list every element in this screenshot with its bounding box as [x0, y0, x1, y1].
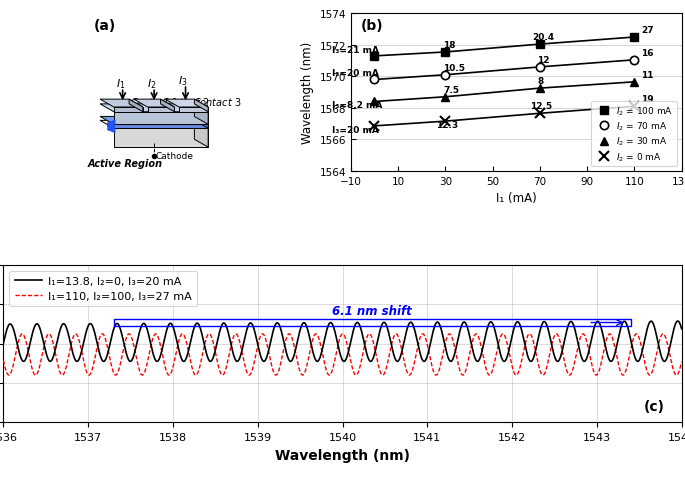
I₁=13.8, I₂=0, I₃=20 mA	[502, 357, 510, 362]
Polygon shape	[179, 108, 208, 112]
Text: 6.1 nm shift: 6.1 nm shift	[332, 304, 412, 317]
Polygon shape	[165, 100, 208, 108]
Polygon shape	[147, 108, 174, 112]
Polygon shape	[100, 121, 208, 129]
Text: 19: 19	[641, 95, 654, 104]
Text: 16: 16	[641, 48, 654, 58]
I₁=13.8, I₂=0, I₃=20 mA	[673, 318, 682, 324]
Text: I₃=20 mA: I₃=20 mA	[332, 69, 379, 78]
Text: 11: 11	[641, 71, 654, 80]
I₁=13.8, I₂=0, I₃=20 mA	[34, 322, 42, 327]
Text: $I_1$: $I_1$	[116, 77, 125, 91]
I₁=13.8, I₂=0, I₃=20 mA	[538, 321, 547, 326]
Bar	[114, 319, 631, 326]
Text: Cathode: Cathode	[155, 152, 194, 161]
Legend: I₁=13.8, I₂=0, I₃=20 mA, I₁=110, I₂=100, I₃=27 mA: I₁=13.8, I₂=0, I₃=20 mA, I₁=110, I₂=100,…	[9, 271, 197, 307]
I₁=110, I₂=100, I₃=27 mA	[502, 338, 510, 344]
I₁=13.8, I₂=0, I₃=20 mA	[401, 336, 409, 342]
Text: 18: 18	[443, 41, 456, 50]
I₁=110, I₂=100, I₃=27 mA	[677, 359, 685, 365]
Legend: $I_2$ = 100 mA, $I_2$ = 70 mA, $I_2$ = 30 mA, $I_2$ = 0 mA: $I_2$ = 100 mA, $I_2$ = 70 mA, $I_2$ = 3…	[591, 102, 677, 167]
I₁=110, I₂=100, I₃=27 mA	[430, 371, 438, 376]
Text: 20.4: 20.4	[533, 33, 555, 42]
Text: 8: 8	[538, 77, 544, 86]
Text: 7.5: 7.5	[443, 85, 459, 95]
Polygon shape	[195, 117, 208, 129]
Text: 27: 27	[641, 26, 654, 35]
Text: Active Region: Active Region	[87, 158, 162, 168]
Text: $I_3$: $I_3$	[178, 74, 188, 88]
Polygon shape	[114, 125, 208, 129]
Text: 12: 12	[538, 56, 550, 65]
I₁=110, I₂=100, I₃=27 mA	[401, 361, 409, 367]
Line: I₁=13.8, I₂=0, I₃=20 mA: I₁=13.8, I₂=0, I₃=20 mA	[3, 321, 682, 361]
I₁=110, I₂=100, I₃=27 mA	[538, 372, 547, 378]
Polygon shape	[100, 105, 208, 112]
Line: I₁=110, I₂=100, I₃=27 mA: I₁=110, I₂=100, I₃=27 mA	[3, 334, 682, 375]
Text: $\mathit{Contact\ 3}$: $\mathit{Contact\ 3}$	[182, 96, 241, 108]
Text: (b): (b)	[361, 19, 384, 33]
X-axis label: Wavelength (nm): Wavelength (nm)	[275, 448, 410, 462]
Polygon shape	[160, 100, 174, 112]
Text: $I_2$: $I_2$	[147, 77, 156, 91]
Polygon shape	[195, 100, 208, 112]
Y-axis label: Wavelength (nm): Wavelength (nm)	[301, 42, 314, 144]
Polygon shape	[134, 100, 174, 108]
Text: 12.3: 12.3	[436, 121, 458, 130]
I₁=110, I₂=100, I₃=27 mA	[165, 372, 173, 378]
Text: $\mathit{Contact\ 2}$: $\mathit{Contact\ 2}$	[151, 96, 210, 108]
I₁=13.8, I₂=0, I₃=20 mA	[245, 322, 253, 327]
Polygon shape	[195, 121, 208, 148]
I₁=110, I₂=100, I₃=27 mA	[245, 372, 253, 378]
X-axis label: I₁ (mA): I₁ (mA)	[496, 192, 536, 204]
Text: I₃=21 mA: I₃=21 mA	[332, 46, 379, 54]
Polygon shape	[100, 100, 143, 108]
I₁=13.8, I₂=0, I₃=20 mA	[430, 324, 438, 330]
I₁=13.8, I₂=0, I₃=20 mA	[677, 326, 685, 332]
Text: I₃=8.2 mA: I₃=8.2 mA	[332, 101, 382, 110]
Polygon shape	[100, 117, 208, 125]
Text: (a): (a)	[93, 19, 116, 33]
Text: (c): (c)	[644, 399, 664, 413]
Polygon shape	[129, 100, 143, 112]
Polygon shape	[114, 112, 208, 125]
I₁=13.8, I₂=0, I₃=20 mA	[0, 340, 8, 346]
Polygon shape	[114, 108, 143, 112]
Text: 10.5: 10.5	[443, 63, 465, 72]
Text: 12.5: 12.5	[530, 102, 553, 111]
Text: I₃=20 mA: I₃=20 mA	[332, 125, 379, 134]
I₁=110, I₂=100, I₃=27 mA	[0, 358, 8, 363]
Text: $\mathit{Contact\ 1}$: $\mathit{Contact\ 1}$	[119, 96, 178, 108]
Polygon shape	[195, 105, 208, 125]
I₁=110, I₂=100, I₃=27 mA	[499, 331, 507, 337]
I₁=13.8, I₂=0, I₃=20 mA	[340, 359, 348, 364]
I₁=110, I₂=100, I₃=27 mA	[34, 371, 42, 376]
Polygon shape	[114, 129, 208, 148]
